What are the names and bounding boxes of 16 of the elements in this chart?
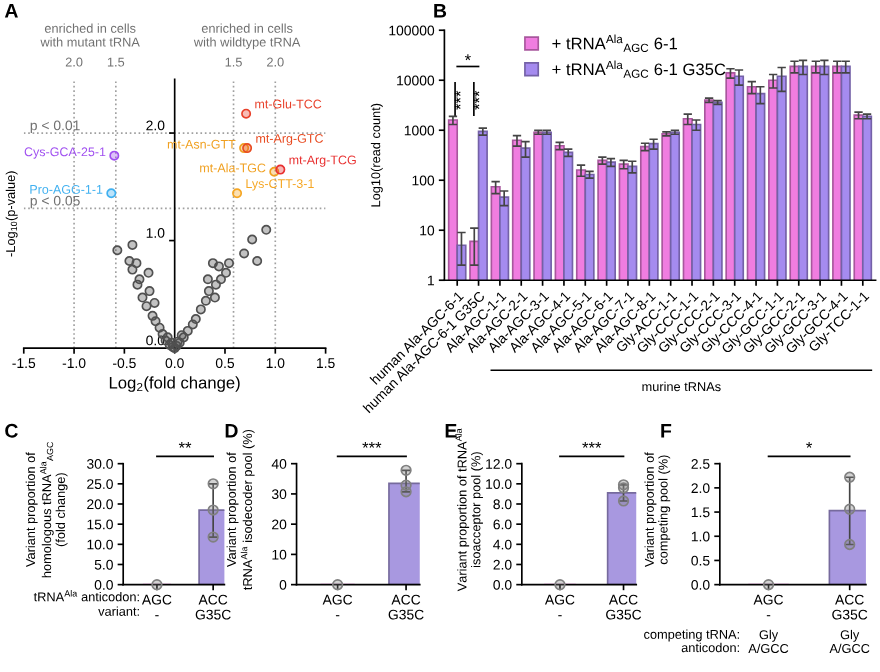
chart-title: A (4, 4, 18, 18)
x-axis-title: Log$_{2}$(fold change) (109, 376, 240, 392)
text: ** (178, 442, 192, 448)
legend-label: + tRNA$^{Ala}$$_{AGC}$ 6-1 G35C (552, 60, 726, 78)
chart-title: B (434, 4, 447, 18)
text: *** (582, 442, 602, 448)
text: * (806, 442, 813, 448)
chart-title: C (5, 423, 18, 438)
chart-title: E (445, 424, 457, 438)
annotation: * (464, 54, 471, 61)
text: *** (362, 442, 382, 448)
chart-title: D (225, 424, 238, 438)
annotation: *** (454, 90, 461, 110)
chart-title: F (661, 424, 672, 438)
annotation: *** (473, 90, 480, 110)
legend-label: + tRNA$^{Ala}$$_{AGC}$ 6-1 (552, 34, 678, 52)
